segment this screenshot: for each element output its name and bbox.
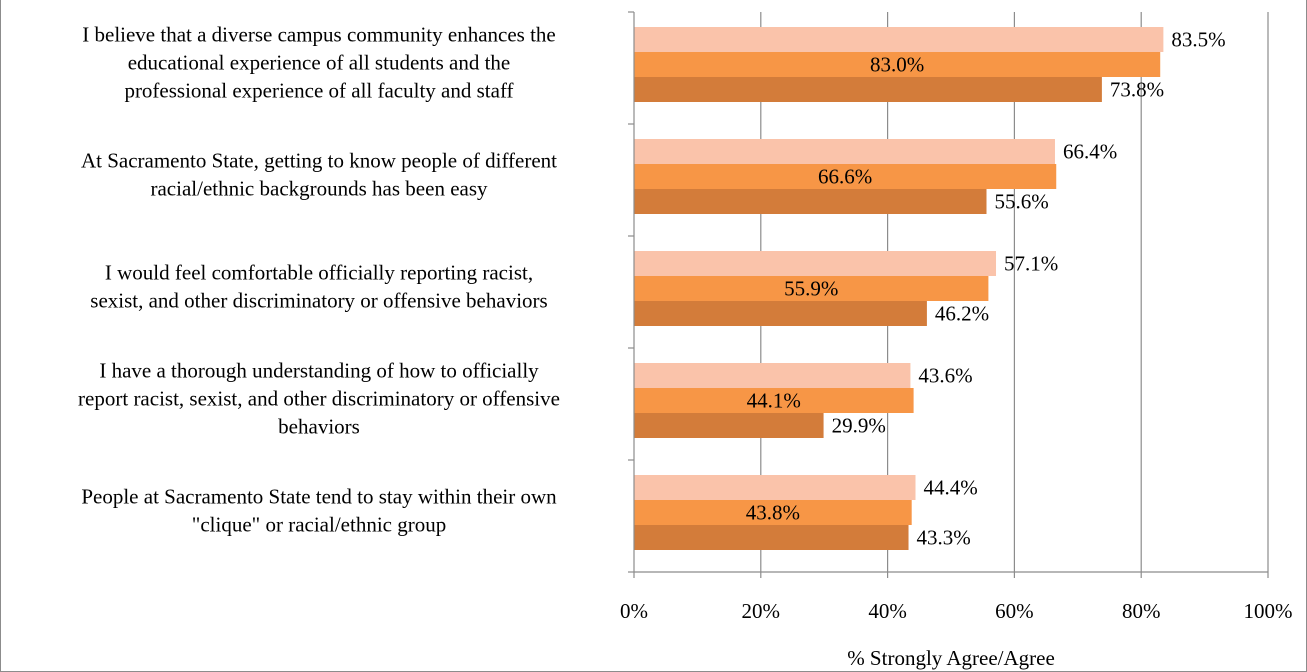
- category-label-line: "clique" or racial/ethnic group: [192, 512, 446, 536]
- bar: [634, 500, 912, 525]
- x-tick-label: 20%: [742, 599, 781, 623]
- x-tick-label: 80%: [1122, 599, 1161, 623]
- axes: [628, 11, 1269, 578]
- data-label: 57.1%: [1004, 252, 1058, 276]
- category-label-line: sexist, and other discriminatory or offe…: [90, 288, 547, 312]
- bar: [634, 164, 1057, 189]
- category-label: I believe that a diverse campus communit…: [82, 22, 556, 102]
- x-axis-title: % Strongly Agree/Agree: [847, 646, 1055, 670]
- category-label-line: People at Sacramento State tend to stay …: [81, 484, 557, 508]
- category-label-line: professional experience of all faculty a…: [124, 78, 513, 102]
- category-label: I have a thorough understanding of how t…: [78, 358, 560, 438]
- category-label-line: I believe that a diverse campus communit…: [82, 22, 556, 46]
- x-tick-label: 40%: [868, 599, 907, 623]
- data-label: 83.0%: [870, 53, 924, 77]
- category-label-line: racial/ethnic backgrounds has been easy: [150, 176, 488, 200]
- data-label: 44.4%: [923, 476, 977, 500]
- data-label: 44.1%: [747, 389, 801, 413]
- data-label: 66.4%: [1063, 140, 1117, 164]
- x-tick-label: 100%: [1244, 599, 1293, 623]
- bars: [634, 27, 1164, 550]
- bar: [634, 413, 824, 438]
- category-label: People at Sacramento State tend to stay …: [81, 484, 557, 536]
- data-label: 73.8%: [1110, 78, 1164, 102]
- data-label: 43.3%: [917, 526, 971, 550]
- data-label: 83.5%: [1171, 28, 1225, 52]
- category-label: I would feel comfortable officially repo…: [90, 260, 547, 312]
- bar: [634, 276, 989, 301]
- data-label: 43.6%: [918, 364, 972, 388]
- category-label-line: At Sacramento State, getting to know peo…: [81, 148, 557, 172]
- data-label: 55.9%: [784, 277, 838, 301]
- category-label-line: behaviors: [278, 414, 360, 438]
- bar: [634, 52, 1161, 77]
- bar: [634, 475, 916, 500]
- labels: 0% 20% 40% 60% 80% 100% I believe that a diver…: [78, 22, 1292, 623]
- data-label: 46.2%: [935, 302, 989, 326]
- bar: [634, 525, 909, 550]
- category-label-line: report racist, sexist, and other discrim…: [78, 386, 560, 410]
- data-label: 43.8%: [746, 501, 800, 525]
- category-label-line: I have a thorough understanding of how t…: [99, 358, 539, 382]
- bar: [634, 189, 987, 214]
- bar: [634, 301, 927, 326]
- bar: [634, 27, 1164, 52]
- x-tick-label: 0%: [620, 599, 648, 623]
- category-label-line: educational experience of all students a…: [128, 50, 511, 74]
- bar: [634, 363, 911, 388]
- x-tick-label: 60%: [995, 599, 1034, 623]
- bar: [634, 388, 914, 413]
- data-label: 66.6%: [818, 165, 872, 189]
- bar: [634, 139, 1055, 164]
- bar: [634, 251, 997, 276]
- data-label: 55.6%: [995, 190, 1049, 214]
- bar: [634, 77, 1102, 102]
- category-label-line: I would feel comfortable officially repo…: [105, 260, 533, 284]
- category-label: At Sacramento State, getting to know peo…: [81, 148, 557, 200]
- data-label: 29.9%: [832, 414, 886, 438]
